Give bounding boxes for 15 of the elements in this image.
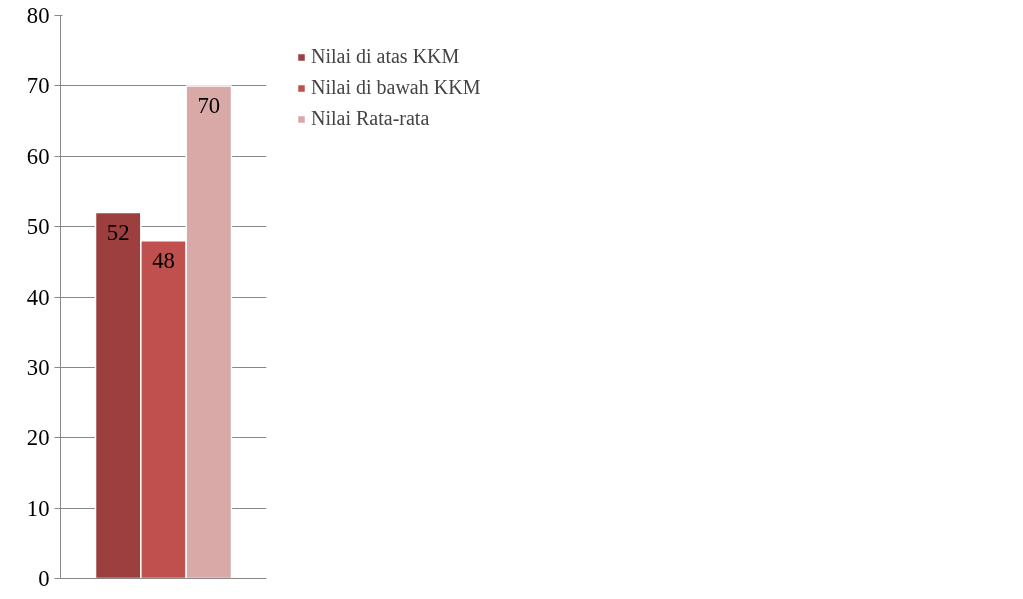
data-label: 70 [197,92,221,118]
legend-label: Nilai Rata-rata [311,107,430,130]
y-tick-label: 50 [26,214,50,240]
data-label: 48 [152,247,175,273]
y-tick-label: 20 [26,425,50,451]
data-label: 52 [106,219,130,245]
y-tick-label: 60 [26,143,50,169]
y-tick-label: 80 [26,3,50,28]
y-tick-label: 10 [26,495,50,521]
legend-label: Nilai di bawah KKM [311,76,481,99]
y-tick-label: 0 [38,566,50,591]
legend-label: Nilai di atas KKM [311,45,460,68]
y-tick-label: 70 [26,73,50,99]
y-tick-label: 40 [26,284,50,310]
y-tick-label: 30 [26,354,50,380]
